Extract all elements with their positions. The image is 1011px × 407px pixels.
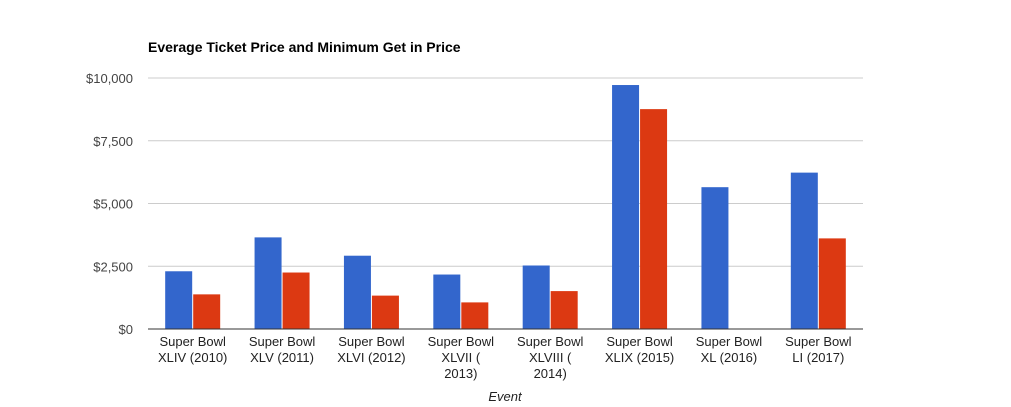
- bar-series-2: [371, 295, 399, 329]
- bar-series-2: [818, 238, 846, 329]
- y-tick-label: $2,500: [93, 259, 133, 274]
- bar-series-1: [790, 172, 818, 329]
- chart-title: Everage Ticket Price and Minimum Get in …: [148, 39, 461, 55]
- x-tick-label: Super Bowl XLVIII (2014): [517, 334, 584, 381]
- bar-series-1: [701, 187, 729, 329]
- y-tick-label: $0: [119, 322, 133, 337]
- x-tick-label: Super Bowl XLVI (2012): [337, 334, 405, 365]
- x-tick-label: Super Bowl XLIV (2010): [158, 334, 227, 365]
- bar-series-2: [550, 291, 578, 329]
- bar-series-1: [433, 274, 461, 329]
- x-axis-label: Event: [488, 389, 523, 404]
- x-tick-label: Super Bowl XLVII (2013): [428, 334, 495, 381]
- y-tick-label: $5,000: [93, 197, 133, 212]
- bar-series-1: [165, 271, 193, 329]
- x-tick-label: Super Bowl LI (2017): [785, 334, 852, 365]
- y-axis-ticks: $0 $2,500 $5,000 $7,500 $10,000: [86, 71, 133, 337]
- y-tick-label: $10,000: [86, 71, 133, 86]
- bar-series-2: [282, 272, 310, 329]
- bar-series-2: [193, 294, 221, 329]
- bar-series-1: [522, 265, 550, 329]
- bar-series-1: [343, 255, 371, 329]
- gridlines: [148, 77, 863, 267]
- bar-series-2: [461, 302, 489, 329]
- bars: [165, 85, 846, 330]
- bar-series-1: [254, 237, 282, 329]
- x-tick-label: Super Bowl XL (2016): [696, 334, 763, 365]
- bar-series-1: [612, 85, 640, 329]
- bar-series-2: [640, 109, 668, 330]
- x-axis-ticks: Super Bowl XLIV (2010) Super Bowl XLV (2011…: [158, 334, 852, 381]
- x-tick-label: Super Bowl XLIX (2015): [605, 334, 674, 365]
- x-tick-label: Super Bowl XLV (2011): [249, 334, 316, 365]
- y-tick-label: $7,500: [93, 134, 133, 149]
